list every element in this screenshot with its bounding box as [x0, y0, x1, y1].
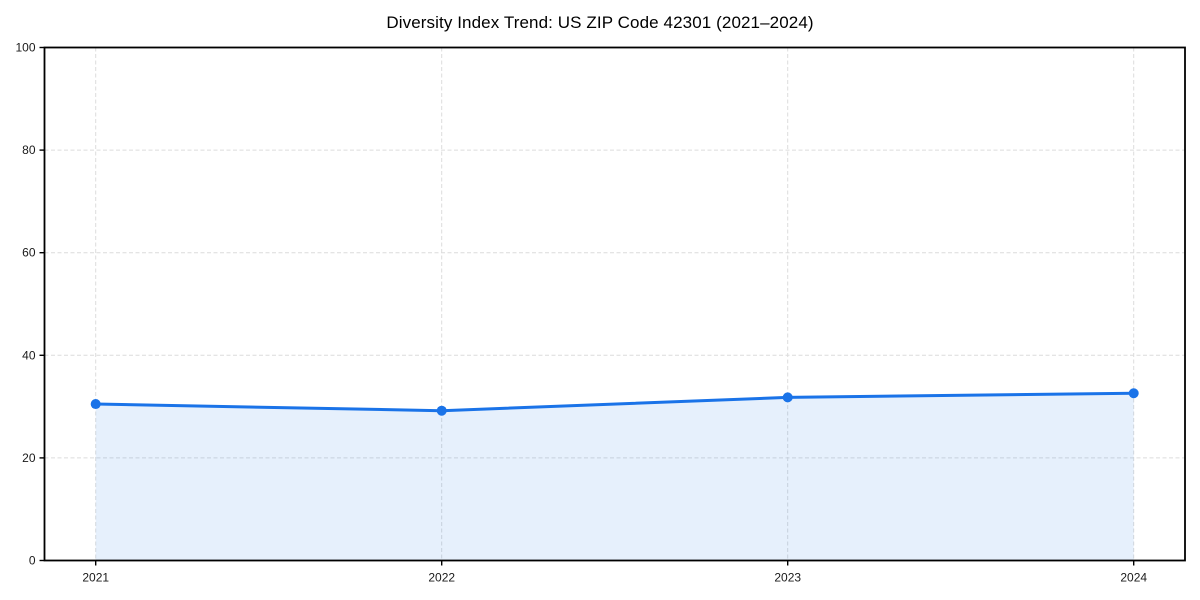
y-tick-label: 40: [22, 348, 36, 362]
x-tick-label: 2024: [1120, 571, 1147, 585]
plot-border: [43, 46, 1186, 562]
x-tick-label: 2022: [428, 571, 455, 585]
x-tick-label: 2023: [774, 571, 801, 585]
data-point-2021: [90, 399, 101, 410]
data-point-2024: [1128, 388, 1139, 399]
trend-line: [94, 391, 1136, 413]
y-tick-label: 100: [15, 41, 35, 55]
data-point-2022: [436, 405, 447, 416]
y-tick-label: 80: [22, 143, 36, 157]
y-tick-label: 0: [29, 554, 36, 568]
chart-title: Diversity Index Trend: US ZIP Code 42301…: [386, 13, 814, 32]
y-tick-label: 60: [22, 246, 36, 260]
y-tick-label: 20: [22, 451, 36, 465]
data-point-2023: [782, 392, 793, 403]
x-tick-label: 2021: [82, 571, 109, 585]
area-fill: [95, 393, 1134, 561]
